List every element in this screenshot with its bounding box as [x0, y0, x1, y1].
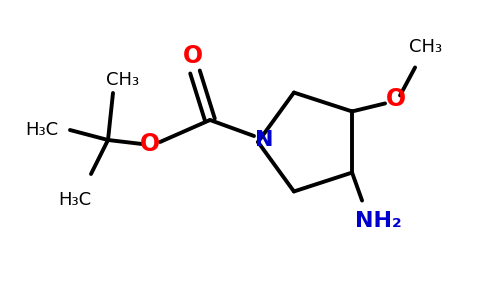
- Text: O: O: [386, 87, 406, 111]
- Text: H₃C: H₃C: [26, 121, 59, 139]
- Text: O: O: [140, 132, 160, 156]
- Text: O: O: [183, 44, 203, 68]
- Text: NH₂: NH₂: [355, 211, 401, 231]
- Text: CH₃: CH₃: [408, 38, 441, 56]
- Text: N: N: [255, 130, 273, 150]
- Text: H₃C: H₃C: [59, 191, 91, 209]
- Text: CH₃: CH₃: [106, 71, 139, 89]
